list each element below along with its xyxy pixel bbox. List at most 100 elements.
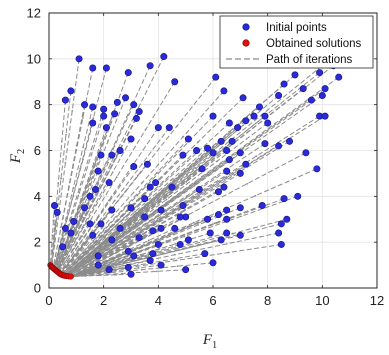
initial-point	[258, 202, 266, 210]
initial-point	[108, 236, 116, 244]
iteration-step-marker	[77, 211, 80, 214]
initial-point	[111, 110, 119, 118]
initial-point	[135, 108, 143, 116]
iteration-step-marker	[81, 117, 84, 119]
initial-point	[275, 229, 283, 237]
initial-point	[81, 204, 89, 212]
iteration-path-line	[63, 228, 121, 277]
iteration-step-marker	[97, 242, 100, 245]
iteration-step-marker	[125, 116, 128, 118]
iteration-step-marker	[75, 144, 78, 147]
initial-point	[179, 151, 187, 159]
iteration-step-marker	[57, 257, 60, 260]
initial-point	[89, 103, 97, 111]
iteration-step-marker	[165, 198, 168, 201]
initial-point	[223, 215, 231, 223]
iteration-step-marker	[120, 246, 123, 249]
initial-point	[100, 105, 108, 113]
iteration-step-marker	[102, 167, 105, 170]
iteration-step-marker	[113, 259, 116, 262]
initial-point	[321, 85, 329, 93]
iteration-step-marker	[72, 186, 75, 189]
initial-point	[277, 240, 285, 248]
iteration-path-line	[70, 253, 154, 278]
x-axis-label-sub: 1	[212, 340, 217, 351]
legend-marker-initial-points	[242, 23, 250, 31]
iteration-step-marker	[52, 219, 55, 222]
iteration-step-marker	[124, 205, 126, 208]
iteration-step-marker	[136, 264, 139, 266]
iteration-step-marker	[136, 194, 139, 197]
iteration-step-marker	[124, 240, 127, 242]
iteration-step-marker	[225, 242, 228, 245]
iteration-step-marker	[255, 155, 258, 158]
iteration-step-marker	[141, 268, 143, 271]
iteration-step-marker	[76, 265, 78, 268]
initial-point	[198, 165, 206, 173]
iteration-step-marker	[85, 241, 87, 243]
initial-point	[307, 96, 315, 104]
legend-label-initial-points: Initial points	[266, 22, 327, 34]
iteration-step-marker	[197, 141, 199, 144]
initial-point	[132, 114, 140, 122]
iteration-path-line	[49, 205, 55, 266]
initial-point	[116, 147, 124, 155]
initial-point	[154, 124, 162, 132]
initial-point	[70, 218, 78, 226]
iteration-step-marker	[75, 229, 77, 232]
iteration-step-marker	[170, 258, 173, 261]
iteration-step-marker	[60, 226, 62, 229]
iteration-step-marker	[132, 231, 134, 234]
iteration-step-marker	[97, 183, 99, 185]
x-tick-label: 2	[100, 293, 107, 308]
iteration-step-marker	[59, 251, 62, 254]
iteration-step-marker	[180, 211, 182, 214]
iteration-path-line	[66, 209, 162, 277]
iteration-step-marker	[95, 219, 98, 221]
iteration-step-marker	[108, 227, 111, 230]
initial-point	[105, 179, 113, 187]
initial-point	[130, 101, 138, 109]
initial-point	[124, 69, 132, 77]
initial-points	[50, 53, 343, 278]
iteration-step-marker	[185, 180, 188, 183]
iteration-path-line	[65, 239, 113, 277]
iteration-step-marker	[77, 245, 79, 248]
iteration-path-line	[70, 214, 219, 278]
iteration-step-marker	[76, 222, 79, 225]
iteration-step-marker	[186, 225, 189, 228]
iteration-step-marker	[50, 249, 53, 252]
iteration-step-marker	[121, 251, 124, 254]
iteration-step-marker	[113, 199, 116, 202]
initial-point	[182, 266, 190, 274]
iteration-step-marker	[82, 146, 84, 149]
iteration-step-marker	[115, 251, 117, 254]
initial-point	[146, 256, 154, 264]
initial-point	[318, 92, 326, 100]
initial-point	[275, 92, 283, 100]
iteration-step-marker	[67, 185, 70, 188]
y-tick-label: 6	[34, 143, 41, 158]
iteration-step-marker	[162, 180, 165, 183]
initial-point	[113, 98, 121, 106]
iteration-path-line	[70, 232, 227, 278]
initial-point	[94, 252, 102, 260]
iteration-path-line	[70, 269, 186, 278]
initial-point	[89, 231, 97, 239]
iteration-step-marker	[112, 258, 115, 261]
initial-point	[242, 117, 250, 125]
iteration-step-marker	[54, 224, 57, 227]
iteration-step-marker	[82, 158, 84, 161]
iteration-step-marker	[65, 133, 67, 136]
initial-point	[108, 151, 116, 159]
initial-point	[86, 220, 94, 228]
initial-point	[250, 112, 258, 120]
iteration-step-marker	[107, 140, 110, 142]
initial-point	[220, 87, 228, 95]
legend: Initial points Obtained solutions Path o…	[219, 15, 374, 69]
iteration-step-marker	[92, 117, 95, 120]
iteration-step-marker	[83, 269, 86, 272]
x-tick-label: 10	[315, 293, 329, 308]
initial-point	[217, 137, 225, 145]
initial-point	[286, 137, 294, 145]
